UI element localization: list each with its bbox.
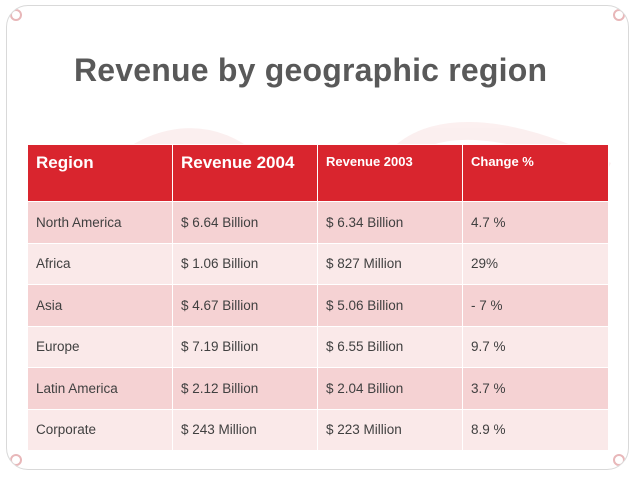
table-row: Latin America $ 2.12 Billion $ 2.04 Bill… (27, 367, 609, 410)
corner-dot-icon (613, 9, 625, 21)
cell-region: Corporate (27, 408, 173, 451)
cell-change: 8.9 % (462, 408, 609, 451)
table-row: Europe $ 7.19 Billion $ 6.55 Billion 9.7… (27, 325, 609, 368)
cell-revenue-2004: $ 4.67 Billion (172, 284, 318, 327)
cell-revenue-2003: $ 6.34 Billion (317, 201, 463, 244)
cell-revenue-2004: $ 243 Million (172, 408, 318, 451)
corner-dot-icon (10, 9, 22, 21)
slide-title: Revenue by geographic region (74, 52, 548, 88)
revenue-table: Region Revenue 2004 Revenue 2003 Change … (27, 144, 609, 451)
cell-region: Europe (27, 325, 173, 368)
corner-dot-icon (10, 454, 22, 466)
cell-revenue-2004: $ 1.06 Billion (172, 242, 318, 285)
cell-revenue-2004: $ 2.12 Billion (172, 367, 318, 410)
corner-dot-icon (613, 454, 625, 466)
cell-region: Asia (27, 284, 173, 327)
header-change: Change % (462, 144, 609, 202)
cell-revenue-2003: $ 2.04 Billion (317, 367, 463, 410)
header-region: Region (27, 144, 173, 202)
cell-change: 4.7 % (462, 201, 609, 244)
table-row: Asia $ 4.67 Billion $ 5.06 Billion - 7 % (27, 284, 609, 327)
cell-change: - 7 % (462, 284, 609, 327)
cell-change: 3.7 % (462, 367, 609, 410)
header-revenue-2003: Revenue 2003 (317, 144, 463, 202)
cell-revenue-2004: $ 6.64 Billion (172, 201, 318, 244)
table-row: Corporate $ 243 Million $ 223 Million 8.… (27, 408, 609, 451)
cell-revenue-2004: $ 7.19 Billion (172, 325, 318, 368)
cell-revenue-2003: $ 6.55 Billion (317, 325, 463, 368)
cell-change: 9.7 % (462, 325, 609, 368)
cell-change: 29% (462, 242, 609, 285)
cell-region: Latin America (27, 367, 173, 410)
cell-region: Africa (27, 242, 173, 285)
table-row: Africa $ 1.06 Billion $ 827 Million 29% (27, 242, 609, 285)
cell-revenue-2003: $ 5.06 Billion (317, 284, 463, 327)
cell-revenue-2003: $ 827 Million (317, 242, 463, 285)
cell-region: North America (27, 201, 173, 244)
table-row: North America $ 6.64 Billion $ 6.34 Bill… (27, 201, 609, 244)
cell-revenue-2003: $ 223 Million (317, 408, 463, 451)
header-revenue-2004: Revenue 2004 (172, 144, 318, 202)
table-header-row: Region Revenue 2004 Revenue 2003 Change … (27, 144, 609, 202)
